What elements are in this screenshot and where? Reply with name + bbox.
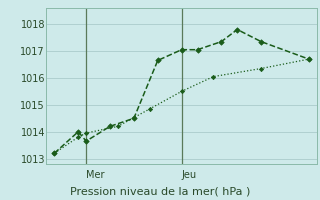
Text: Jeu: Jeu (182, 170, 197, 180)
Text: Mer: Mer (86, 170, 105, 180)
Text: Pression niveau de la mer( hPa ): Pression niveau de la mer( hPa ) (70, 186, 250, 196)
